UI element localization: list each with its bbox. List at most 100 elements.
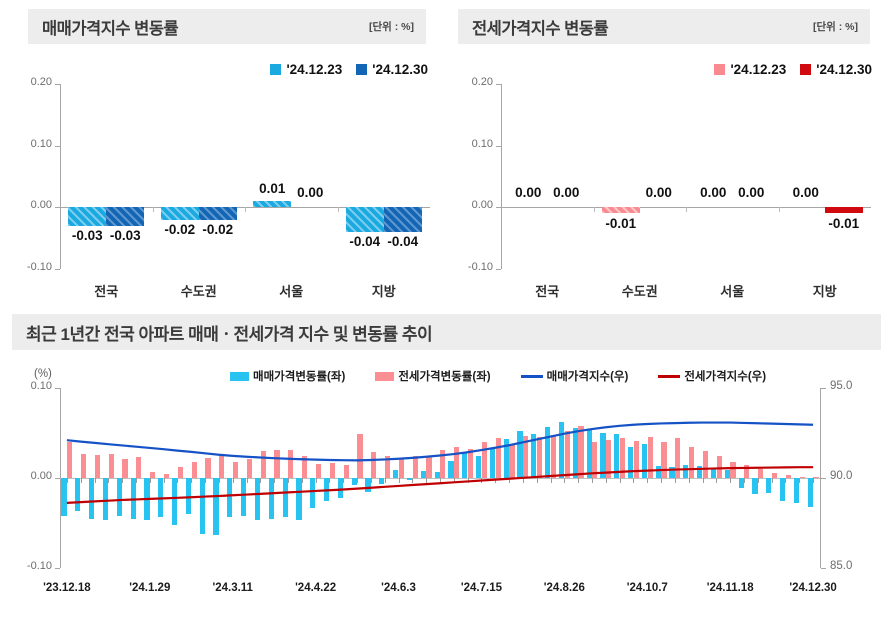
trend-right-tickmark-1 [821,478,826,479]
sale-value-label-3-0: -0.04 [349,234,381,249]
trend-bar-매매-13 [241,478,247,516]
trend-x-label-7: '24.10.7 [626,582,668,594]
trend-bar-전세-20 [343,464,349,478]
jeonse-category-label-3: 지방 [812,284,837,299]
trend-bar-전세-35 [550,434,557,478]
trend-x-label-5: '24.7.15 [460,582,502,594]
sale-bar-0-0 [68,207,107,226]
trend-bar-전세-37 [578,425,584,478]
trend-x-tickmark-10 [205,478,207,483]
trend-bar-전세-34 [537,436,543,478]
trend-bar-매매-41 [627,446,634,478]
trend-x-tickmark-52 [785,478,787,483]
trend-left-tick-2: -0.10 [26,560,52,572]
trend-x-label-1: '24.1.29 [129,582,171,594]
trend-bar-전세-25 [412,455,418,478]
jeonse-y-tickmark-2 [496,207,501,209]
trend-bar-전세-22 [371,451,377,478]
trend-x-tickmark-33 [522,478,524,483]
trend-x-tickmark-16 [288,478,289,483]
jeonse-y-tick-1: 0.10 [471,137,493,150]
trend-bar-전세-5 [136,457,142,478]
trend-bar-전세-1 [81,453,87,478]
trend-legend-swatch-2 [520,374,543,378]
trend-x-tickmark-35 [550,478,552,483]
trend-x-tickmark-50 [757,478,759,483]
trend-bar-전세-6 [150,471,156,478]
trend-legend-label-0: 매매가격변동률(좌) [253,371,346,383]
trend-left-axis-unit: (%) [34,368,52,380]
jeonse-value-label-1-1: 0.00 [645,185,672,201]
sale-panel-unit: [단위 : %] [369,21,414,33]
trend-bar-전세-32 [509,443,515,478]
trend-bar-매매-17 [296,478,302,521]
sale-value-label-2-0: 0.01 [259,181,286,197]
trend-bar-매매-2 [89,478,95,520]
jeonse-x-tickmark-2 [686,207,687,213]
trend-x-tickmark-26 [426,478,428,483]
trend-x-tickmark-20 [343,478,345,483]
trend-bar-전세-31 [495,438,501,478]
trend-bar-전세-3 [108,453,114,478]
trend-bar-전세-4 [122,459,128,478]
sale-price-index-panel: 매매가격지수 변동률 [단위 : %] '24.12.23 '24.12.30 0… [0,0,446,300]
trend-x-tickmark-46 [702,478,704,483]
trend-bar-전세-41 [633,441,639,478]
trend-x-tickmark-31 [495,478,497,483]
trend-legend-swatch-1 [375,371,395,381]
trend-x-tickmark-40 [619,478,621,483]
trend-x-label-0: '23.12.18 [43,582,91,594]
trend-legend-item-1: 전세가격변동률(좌) [375,368,491,384]
trend-x-tickmark-45 [688,478,690,483]
trend-x-label-2: '24.3.11 [212,582,253,594]
trend-bar-매매-34 [531,433,537,478]
trend-bar-전세-19 [329,462,335,478]
sale-legend-label-1: '24.12.30 [372,62,428,77]
trend-x-tickmark-30 [481,478,483,483]
trend-x-tickmark-53 [799,478,801,483]
trend-bar-매매-37 [572,427,578,478]
trend-legend-swatch-0 [230,371,249,381]
trend-x-tickmark-0 [66,478,68,483]
trend-legend-label-1: 전세가격변동률(좌) [398,371,491,383]
sale-y-axis-cap-0 [55,84,60,85]
sale-panel-header: 매매가격지수 변동률 [단위 : %] [28,9,426,44]
jeonse-category-label-1: 수도권 [621,284,658,299]
jeonse-y-tick-0: 0.20 [471,76,493,88]
trend-x-tickmark-11 [218,478,220,483]
trend-bar-매매-3 [102,478,109,521]
trend-bar-매매-0 [61,478,67,516]
trend-bar-전세-52 [785,475,791,478]
jeonse-legend-label-0: '24.12.23 [730,62,787,77]
trend-chart-legend: 매매가격변동률(좌) 전세가격변동률(좌) 매매가격지수(우) 전세가격지수(우) [230,368,766,384]
sale-value-label-3-1: -0.04 [387,234,419,249]
trend-bar-매매-24 [393,469,399,478]
trend-bar-매매-9 [185,478,191,514]
trend-bar-매매-32 [503,439,509,478]
trend-bar-전세-14 [260,451,266,478]
trend-bar-매매-40 [614,433,620,478]
trend-x-tickmark-17 [301,478,303,483]
jeonse-value-label-2-0: 0.00 [700,185,727,201]
trend-bar-전세-26 [426,456,432,478]
trend-bar-매매-47 [710,468,717,478]
jeonse-legend-item-1: '24.12.30 [800,62,872,77]
trend-bar-전세-44 [675,437,681,478]
jeonse-category-label-0: 전국 [535,284,560,299]
sale-legend-item-1: '24.12.30 [356,62,428,77]
trend-bar-매매-39 [600,433,606,478]
sale-category-label-3: 지방 [371,284,396,299]
trend-x-tickmark-36 [564,478,566,483]
trend-x-tickmark-15 [274,478,276,483]
sale-value-label-2-1: 0.00 [297,185,324,201]
jeonse-legend-swatch-1 [800,64,812,75]
trend-x-tickmark-19 [329,478,331,483]
trend-right-cap-1 [821,568,826,569]
trend-x-tickmark-3 [108,478,110,483]
trend-bar-매매-14 [254,478,261,521]
jeonse-panel-header: 전세가격지수 변동률 [단위 : %] [458,9,870,44]
trend-bar-매매-12 [227,478,233,517]
sale-y-tick-3: -0.10 [26,261,52,273]
trend-bar-매매-50 [752,478,758,495]
sale-legend-swatch-1 [356,64,368,75]
